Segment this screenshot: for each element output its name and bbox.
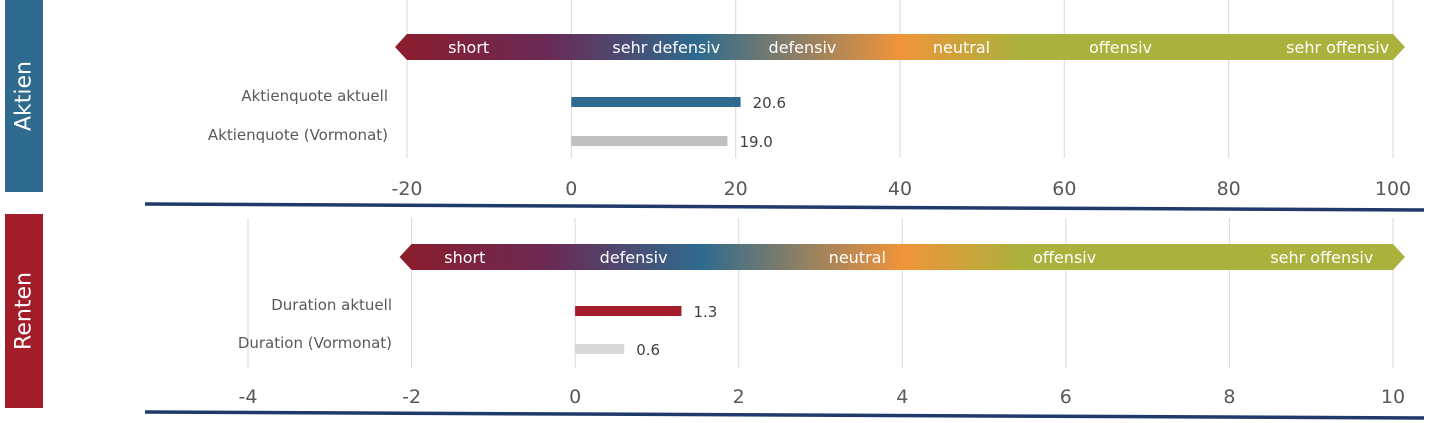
data-label: 1.3	[693, 303, 717, 321]
bar	[571, 97, 741, 107]
chart-panel-aktien: short sehr defensiv defensiv neutral offensi…	[144, 0, 1425, 212]
tick-label: 0	[569, 386, 581, 408]
scale-arrow	[399, 244, 1406, 270]
data-label: 20.6	[753, 94, 786, 112]
tick-label: -20	[391, 178, 422, 200]
scale-zone-label: neutral	[829, 248, 886, 267]
category-label: Duration (Vormonat)	[238, 334, 392, 352]
tick-label: 10	[1381, 386, 1405, 408]
tick-label: -4	[239, 386, 258, 408]
scale-zone-label: short	[448, 38, 489, 57]
tick-label: 6	[1060, 386, 1072, 408]
bar	[575, 344, 625, 354]
bar	[575, 306, 682, 316]
bar	[571, 136, 728, 146]
scale-zone-label: sehr defensiv	[612, 38, 720, 57]
scale-zone-label: offensiv	[1033, 248, 1096, 267]
tick-label: 8	[1223, 386, 1235, 408]
axis-line	[144, 410, 1425, 420]
renten-panel-tab: Renten	[5, 214, 43, 408]
scale-zone-label: defensiv	[769, 38, 837, 57]
scale-zone-label: sehr offensiv	[1270, 248, 1373, 267]
chart-panel-renten: short defensiv neutral offensiv sehr offensi…	[144, 218, 1425, 420]
tick-label: 60	[1052, 178, 1076, 200]
tick-label: 80	[1217, 178, 1241, 200]
tick-label: 2	[733, 386, 745, 408]
scale-zone-label: sehr offensiv	[1286, 38, 1389, 57]
tick-label: 100	[1375, 178, 1411, 200]
tick-label: 40	[888, 178, 912, 200]
tick-label: 0	[565, 178, 577, 200]
scale-zone-label: short	[444, 248, 485, 267]
scale-arrow	[395, 34, 1405, 60]
category-label: Duration aktuell	[271, 296, 392, 314]
scale-zone-label: neutral	[933, 38, 990, 57]
data-label: 19.0	[739, 133, 772, 151]
category-label: Aktienquote aktuell	[241, 87, 388, 105]
data-label: 0.6	[636, 341, 660, 359]
scale-zone-label: defensiv	[600, 248, 668, 267]
scale-zone-label: offensiv	[1089, 38, 1152, 57]
tick-label: 4	[896, 386, 908, 408]
aktien-panel-tab: Aktien	[5, 0, 43, 192]
tick-label: 20	[724, 178, 748, 200]
category-label: Aktienquote (Vormonat)	[208, 126, 388, 144]
axis-line	[144, 202, 1425, 212]
tick-label: -2	[402, 386, 421, 408]
